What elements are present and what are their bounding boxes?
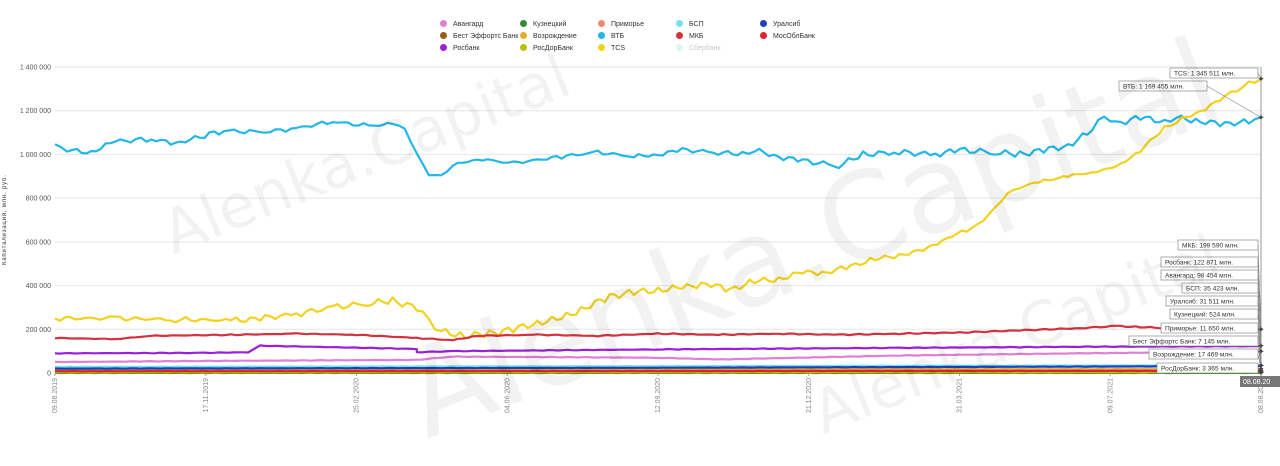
y-tick-label: 1 000 000 — [20, 152, 51, 159]
end-value-text: Авангард: 98 454 млн. — [1165, 273, 1233, 280]
end-value-text: Приморье: 11 650 млн. — [1165, 326, 1235, 333]
end-point-marker: ✦ — [1257, 75, 1265, 85]
end-point-marker: ✦ — [1257, 325, 1265, 335]
x-tick-label: 31.03.2021 — [957, 378, 964, 413]
end-value-text: TCS: 1 345 511 млн. — [1174, 71, 1236, 78]
end-point-marker: ✦ — [1257, 347, 1265, 357]
end-value-label: ВТБ: 1 169 455 млн. — [1119, 81, 1261, 117]
end-value-text: Росбанк: 122 871 млн. — [1165, 259, 1233, 267]
y-tick-label: 1 400 000 — [20, 65, 51, 72]
series-line — [55, 79, 1261, 338]
end-value-label: TCS: 1 345 511 млн. — [1170, 68, 1261, 79]
series-line — [55, 326, 1261, 341]
series-line — [55, 116, 1261, 176]
x-tick-label: 09.08.2019 — [52, 378, 59, 413]
end-value-text: РосДорБанк: 3 365 млн. — [1161, 366, 1234, 373]
y-tick-label: 0 — [47, 371, 51, 378]
end-value-text: Бест Эффортс Банк: 7 145 млн. — [1133, 339, 1231, 346]
x-tick-label: 12.09.2020 — [655, 378, 662, 413]
y-tick-label: 800 000 — [26, 196, 51, 203]
end-point-marker: ✦ — [1257, 368, 1265, 378]
x-tick-label: 09.07.2021 — [1107, 378, 1114, 413]
x-tick-label: 25.02.2020 — [354, 378, 361, 413]
end-point-marker: ✦ — [1257, 113, 1265, 123]
end-value-text: БСП: 35 423 млн. — [1186, 286, 1239, 293]
end-value-text: Возрождение: 17 469 млн. — [1153, 352, 1234, 359]
x-tick-label: 04.06.2020 — [504, 378, 511, 413]
y-tick-label: 400 000 — [26, 283, 51, 290]
end-value-text: ВТБ: 1 169 455 млн. — [1123, 84, 1184, 91]
cursor-date-text: 08.08.20 — [1243, 379, 1270, 386]
end-value-text: МКБ: 199 590 млн. — [1182, 243, 1239, 250]
end-value-label: РосДорБанк: 3 365 млн. — [1157, 363, 1261, 373]
y-tick-label: 1 200 000 — [20, 108, 51, 115]
y-tick-label: 200 000 — [26, 327, 51, 334]
y-tick-label: 600 000 — [26, 239, 51, 246]
end-value-text: Кузнецкий: 524 млн. — [1174, 311, 1236, 319]
series-line — [55, 371, 1261, 372]
end-value-text: Уралсиб: 31 511 млн. — [1170, 298, 1235, 306]
x-tick-label: 17.11.2019 — [203, 378, 210, 413]
line-chart: 0 200 000 400 000 600 000 800 000 1 000 000 1 … — [0, 0, 1280, 427]
x-tick-label: 21.12.2020 — [806, 378, 813, 413]
